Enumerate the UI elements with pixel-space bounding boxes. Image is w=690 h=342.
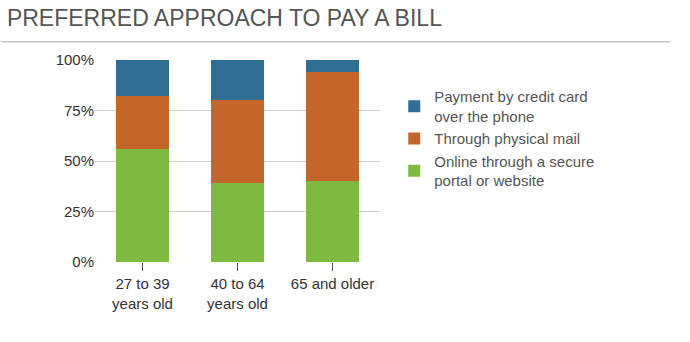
svg-text:40 to 64years old: 40 to 64years old <box>207 275 268 312</box>
svg-text:27 to 39years old: 27 to 39years old <box>112 275 173 312</box>
svg-text:100%: 100% <box>56 51 94 68</box>
svg-text:PREFERRED APPROACH TO PAY A BI: PREFERRED APPROACH TO PAY A BILL <box>7 5 442 31</box>
svg-text:50%: 50% <box>64 152 94 169</box>
svg-text:25%: 25% <box>64 203 94 220</box>
svg-text:Online through a secureportal: Online through a secureportal or website <box>434 153 594 190</box>
svg-text:65 and older: 65 and older <box>291 275 374 292</box>
svg-text:75%: 75% <box>64 102 94 119</box>
svg-text:0%: 0% <box>72 253 94 270</box>
svg-text:Payment by credit cardover the: Payment by credit cardover the phone <box>434 88 587 125</box>
svg-text:Through physical mail: Through physical mail <box>434 130 580 147</box>
